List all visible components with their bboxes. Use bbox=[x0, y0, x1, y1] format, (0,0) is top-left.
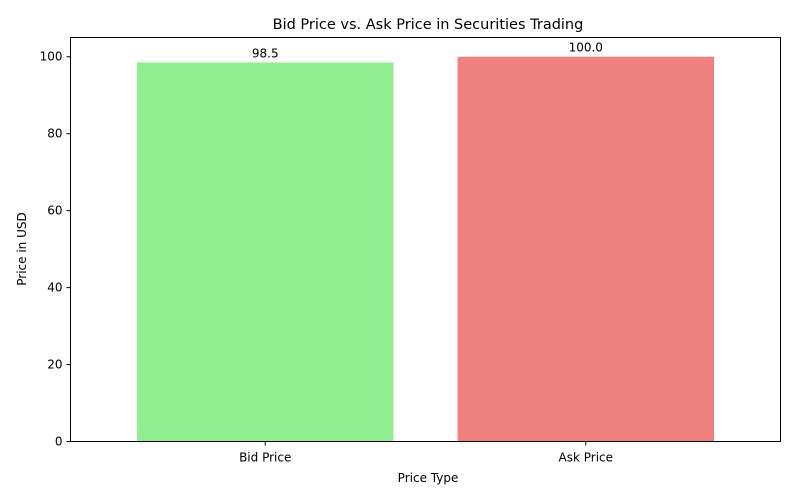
bar-ask-price bbox=[458, 57, 714, 442]
x-tick-label: Bid Price bbox=[239, 451, 291, 465]
data-label: 98.5 bbox=[252, 47, 279, 61]
x-axis-label: Price Type bbox=[398, 471, 459, 485]
bar-bid-price bbox=[137, 63, 393, 442]
y-tick-label: 100 bbox=[40, 50, 63, 64]
y-tick-label: 0 bbox=[55, 435, 63, 449]
y-tick-label: 80 bbox=[47, 127, 62, 141]
y-tick-label: 40 bbox=[47, 281, 62, 295]
chart-title: Bid Price vs. Ask Price in Securities Tr… bbox=[273, 17, 584, 33]
y-axis-ticks: 0 20 40 60 80 100 bbox=[40, 50, 71, 449]
y-tick-label: 60 bbox=[47, 204, 62, 218]
data-label: 100.0 bbox=[569, 41, 603, 55]
x-tick-label: Ask Price bbox=[559, 451, 614, 465]
bars-group bbox=[137, 57, 714, 442]
y-tick-label: 20 bbox=[47, 358, 62, 372]
y-axis-label: Price in USD bbox=[15, 212, 29, 285]
x-axis-ticks: Bid Price Ask Price bbox=[239, 442, 613, 465]
